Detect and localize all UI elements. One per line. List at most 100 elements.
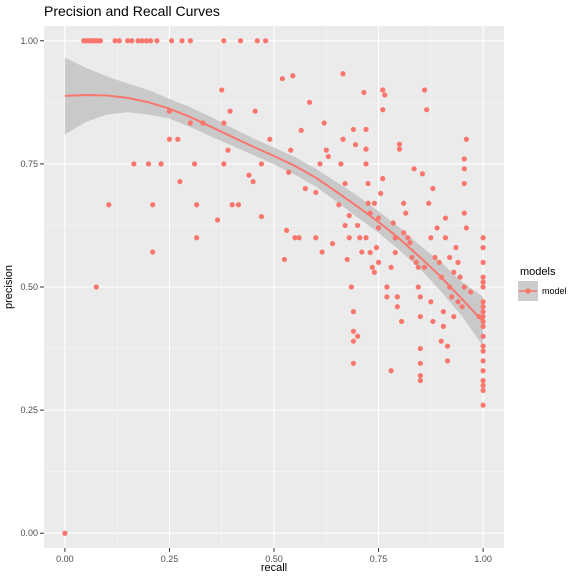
data-point — [214, 217, 221, 223]
data-point — [191, 161, 198, 167]
data-point — [421, 87, 428, 93]
data-point — [221, 120, 227, 126]
data-point — [411, 166, 417, 172]
data-point — [254, 38, 260, 44]
data-point — [194, 202, 200, 208]
data-point — [154, 38, 160, 44]
data-point — [367, 249, 373, 256]
data-point — [480, 313, 486, 320]
data-point — [168, 38, 175, 44]
data-point — [375, 259, 382, 265]
data-point — [480, 377, 486, 384]
data-point — [363, 146, 369, 152]
data-point — [302, 185, 308, 192]
data-point — [131, 161, 137, 167]
data-point — [279, 76, 285, 82]
data-point — [235, 202, 242, 208]
data-point — [369, 264, 375, 270]
data-point — [252, 108, 258, 114]
data-point — [129, 38, 135, 44]
data-point — [288, 147, 294, 153]
data-point — [148, 38, 154, 44]
data-point — [371, 269, 377, 275]
data-point — [440, 309, 446, 315]
data-point — [480, 245, 486, 251]
data-point — [417, 345, 423, 352]
data-point — [158, 161, 164, 167]
data-point — [417, 360, 423, 366]
data-point — [438, 338, 444, 344]
data-point — [344, 256, 350, 263]
data-point — [415, 264, 421, 270]
data-point — [396, 141, 403, 147]
data-point — [451, 313, 457, 320]
data-point — [323, 147, 329, 153]
x-tick-label: 0.00 — [56, 554, 74, 564]
data-point — [97, 38, 104, 44]
data-point — [361, 89, 367, 96]
data-point — [480, 274, 486, 280]
y-tick-label: 0.50 — [20, 282, 38, 292]
data-point — [405, 235, 411, 241]
data-point — [371, 200, 377, 206]
data-point — [413, 259, 419, 265]
data-point — [388, 368, 394, 374]
data-point — [380, 176, 386, 182]
data-point — [480, 333, 486, 339]
data-point — [93, 284, 99, 290]
data-point — [378, 190, 384, 197]
data-point — [166, 136, 173, 142]
confidence-ribbon-layer — [64, 57, 484, 347]
data-point — [417, 377, 423, 384]
data-point — [480, 348, 486, 354]
data-point — [352, 142, 359, 148]
data-point — [363, 161, 369, 167]
data-point — [143, 38, 150, 44]
data-point — [432, 254, 438, 261]
data-point — [286, 169, 292, 175]
data-point — [313, 235, 319, 241]
data-point — [342, 180, 348, 187]
data-point — [480, 235, 486, 241]
smooth-fit-line — [64, 93, 484, 323]
data-point — [246, 172, 252, 178]
data-point — [388, 264, 394, 270]
data-point — [421, 264, 428, 270]
data-point — [461, 180, 467, 187]
smooth-line-layer — [64, 93, 484, 323]
data-point — [449, 294, 455, 300]
data-point — [442, 235, 449, 241]
data-point — [382, 92, 388, 98]
data-point — [298, 127, 304, 133]
data-point — [175, 136, 181, 142]
data-points-layer — [62, 38, 486, 536]
data-point — [145, 161, 152, 167]
data-point — [194, 235, 200, 241]
data-point — [237, 38, 244, 44]
x-tick-label: 0.75 — [370, 554, 388, 564]
data-point — [346, 212, 352, 219]
data-point — [187, 38, 193, 44]
data-point — [453, 245, 459, 251]
data-point — [392, 249, 398, 256]
data-point — [306, 99, 313, 105]
data-point — [417, 294, 423, 300]
legend-title: models — [520, 266, 556, 278]
data-point — [177, 179, 183, 185]
data-point — [281, 256, 288, 263]
data-point — [459, 304, 465, 310]
data-point — [467, 289, 474, 295]
data-point — [150, 249, 156, 255]
data-point — [440, 323, 446, 329]
data-point — [375, 215, 382, 221]
data-point — [480, 259, 486, 265]
data-point — [455, 299, 461, 305]
data-point — [350, 126, 357, 133]
data-point — [359, 249, 365, 255]
data-point — [225, 147, 231, 153]
data-point — [461, 284, 467, 290]
data-point — [444, 358, 451, 364]
data-point — [355, 333, 361, 339]
